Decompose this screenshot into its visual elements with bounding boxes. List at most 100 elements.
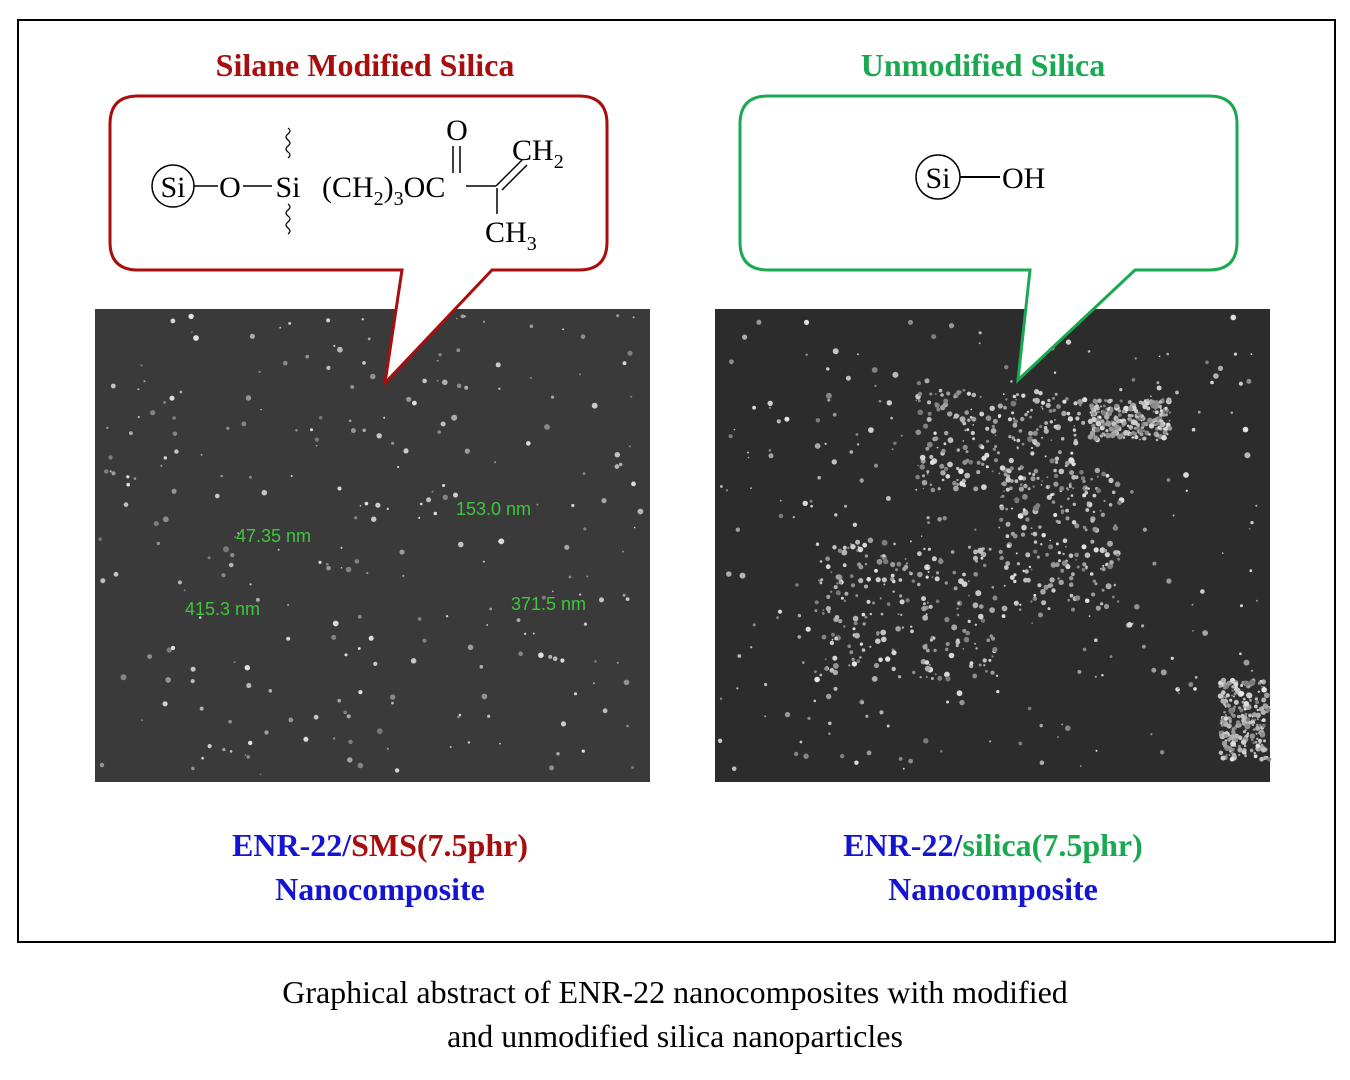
particle <box>403 448 409 454</box>
particle <box>979 604 984 609</box>
particle <box>1030 446 1034 450</box>
particle <box>947 461 953 468</box>
particle <box>1238 735 1243 740</box>
particle <box>843 625 846 628</box>
particle <box>797 613 802 618</box>
particle <box>717 738 723 743</box>
particle <box>345 566 352 573</box>
particle <box>925 675 928 678</box>
particle <box>931 677 934 680</box>
particle <box>974 642 977 645</box>
particle <box>1248 713 1252 718</box>
particle <box>498 387 501 390</box>
particle <box>1231 715 1235 718</box>
particle <box>626 724 629 728</box>
particle <box>864 615 868 619</box>
particle <box>1039 424 1043 429</box>
particle <box>616 314 620 318</box>
chain-part: (CH <box>322 171 374 204</box>
particle <box>803 753 809 759</box>
particle <box>988 740 992 743</box>
particle <box>1238 754 1241 756</box>
particle <box>967 594 970 597</box>
particle <box>1058 559 1061 563</box>
particle <box>942 516 947 521</box>
particle <box>799 740 803 744</box>
particle <box>1101 674 1104 677</box>
particle <box>1122 424 1125 427</box>
particle <box>594 660 597 663</box>
particle <box>453 492 458 498</box>
particle <box>494 461 496 464</box>
particle <box>995 674 999 677</box>
particle <box>1223 716 1229 721</box>
particle <box>260 408 262 411</box>
particle <box>1094 638 1098 642</box>
particle <box>1263 739 1266 743</box>
particle <box>357 762 364 769</box>
particle <box>1009 486 1013 491</box>
particle <box>784 711 791 718</box>
particle <box>1164 406 1168 410</box>
particle <box>1219 733 1223 738</box>
particle <box>1228 719 1232 724</box>
particle <box>1261 723 1266 728</box>
particle <box>442 494 448 500</box>
particle <box>1131 430 1136 436</box>
particle <box>1217 365 1224 371</box>
particle <box>467 741 471 744</box>
particle <box>1010 380 1013 383</box>
particle <box>972 673 978 679</box>
particle <box>1257 690 1261 693</box>
particle <box>855 594 859 597</box>
particle <box>1086 501 1091 505</box>
particle <box>852 522 858 527</box>
particle <box>1068 553 1074 558</box>
particle <box>989 634 993 638</box>
particle <box>1040 405 1043 408</box>
particle <box>1136 415 1138 418</box>
particle <box>957 602 960 605</box>
particle <box>1062 538 1068 543</box>
particle <box>246 755 250 759</box>
particle <box>156 541 161 546</box>
particle <box>737 654 742 658</box>
particle <box>1041 407 1044 410</box>
particle <box>126 482 130 487</box>
particle <box>1060 437 1065 441</box>
particle <box>1246 692 1253 699</box>
particle <box>1175 390 1179 395</box>
particle <box>1117 409 1122 413</box>
particle <box>295 429 298 432</box>
particle <box>922 487 925 490</box>
particle <box>1008 435 1012 439</box>
particle <box>1103 499 1106 503</box>
particle <box>948 652 955 659</box>
particle <box>1105 473 1110 478</box>
particle <box>1011 507 1013 510</box>
particle <box>340 567 343 569</box>
particle <box>332 620 339 627</box>
particle <box>876 633 879 636</box>
particle <box>1056 404 1061 409</box>
particle <box>1054 419 1056 421</box>
particle <box>1221 721 1225 725</box>
particle <box>1027 436 1034 443</box>
particle <box>988 547 992 551</box>
particle <box>1033 442 1036 446</box>
particle <box>1071 520 1077 525</box>
particle <box>923 738 929 744</box>
particle <box>552 656 558 661</box>
particle <box>1067 598 1071 602</box>
particle <box>433 511 438 516</box>
particle <box>1192 630 1194 632</box>
particle <box>864 584 868 589</box>
particle <box>1217 693 1224 699</box>
particle <box>944 671 950 678</box>
particle <box>1065 397 1069 401</box>
particle <box>750 646 753 649</box>
particle <box>1096 475 1099 478</box>
particle <box>1065 545 1067 548</box>
particle <box>279 326 282 329</box>
particle <box>1213 373 1219 379</box>
